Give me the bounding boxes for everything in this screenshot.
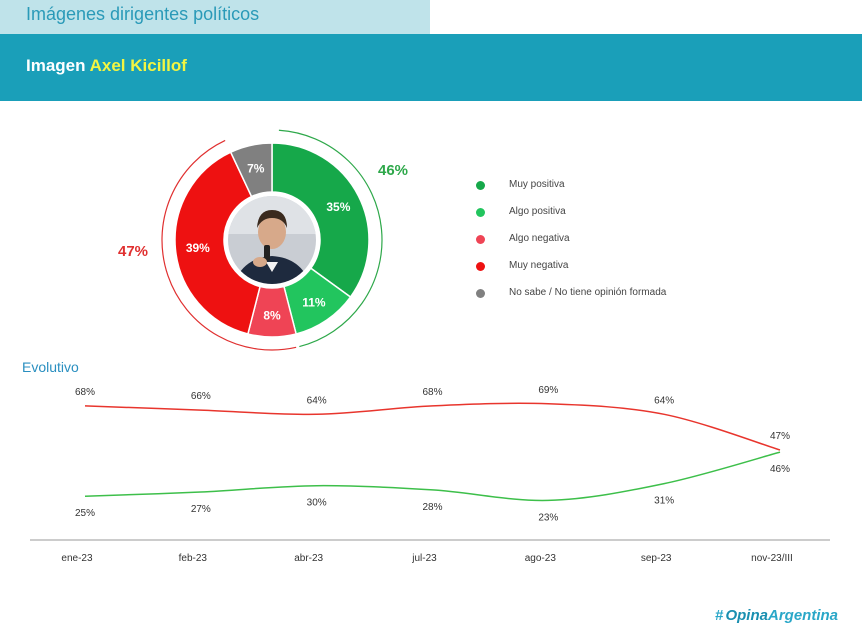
donut-slice — [174, 151, 261, 335]
data-label: 23% — [538, 512, 558, 523]
legend-label: Muy positiva — [509, 179, 565, 190]
section-title: Imágenes dirigentes políticos — [26, 4, 260, 24]
banner-name: Axel Kicillof — [89, 56, 187, 75]
hash-icon: # — [715, 607, 724, 624]
donut-slice-label: 35% — [326, 200, 350, 214]
section-title-bar: Imágenes dirigentes políticos — [0, 0, 430, 34]
x-tick-label: sep-23 — [641, 553, 672, 564]
data-label: 46% — [770, 464, 790, 475]
legend-item: Muy negativa — [476, 259, 736, 275]
data-label: 47% — [770, 431, 790, 442]
donut-slice-label: 7% — [247, 161, 265, 175]
banner-prefix: Imagen — [26, 56, 86, 75]
x-tick-label: ago-23 — [525, 553, 557, 564]
legend-dot — [476, 235, 485, 244]
brand-part2: Argentina — [767, 607, 838, 624]
data-label: 69% — [538, 385, 558, 396]
x-tick-label: jul-23 — [411, 553, 437, 564]
brand-logo: # OpinaArgentina — [715, 607, 838, 624]
legend-dot — [476, 181, 485, 190]
donut-slice — [271, 142, 370, 299]
brand-part1: Opina — [725, 607, 768, 624]
positive-outer-arc — [278, 129, 383, 348]
data-label: 66% — [191, 391, 211, 402]
portrait-photo-icon — [228, 196, 316, 284]
legend-item: Algo positiva — [476, 205, 736, 221]
legend-label: Algo positiva — [509, 206, 566, 217]
x-tick-label: abr-23 — [294, 553, 323, 564]
legend-item: Algo negativa — [476, 232, 736, 248]
negative-total-label: 47% — [118, 243, 148, 260]
legend-label: Muy negativa — [509, 260, 569, 271]
series-line — [84, 402, 781, 451]
donut-slice-label: 8% — [263, 309, 281, 323]
x-tick-label: feb-23 — [179, 553, 208, 564]
legend-label: Algo negativa — [509, 233, 570, 244]
x-tick-label: nov-23/III — [751, 553, 793, 564]
data-label: 68% — [75, 387, 95, 398]
data-label: 28% — [422, 502, 442, 513]
negative-outer-arc — [161, 139, 297, 351]
data-label: 64% — [307, 395, 327, 406]
x-tick-label: ene-23 — [61, 553, 93, 564]
data-label: 68% — [422, 387, 442, 398]
donut-segments: 35% 11% 8% 39% 7% — [174, 142, 370, 338]
data-label: 64% — [654, 395, 674, 406]
banner: Imagen Axel Kicillof — [0, 34, 862, 101]
data-label: 31% — [654, 496, 674, 507]
legend-label: No sabe / No tiene opinión formada — [509, 287, 667, 298]
data-label: 30% — [307, 498, 327, 509]
legend-item: No sabe / No tiene opinión formada — [476, 286, 736, 302]
donut-slice-label: 11% — [302, 296, 326, 310]
data-label: 25% — [75, 508, 95, 519]
positive-total-label: 46% — [378, 162, 408, 179]
series-line — [84, 451, 781, 502]
legend-dot — [476, 208, 485, 217]
evolution-line-chart: 68% 66% 64% 68% 69% 64% 47% 25% 27% 30% 28% 23% 31% 4… — [61, 385, 792, 564]
legend-dot — [476, 289, 485, 298]
donut-slice — [229, 142, 273, 198]
evolutivo-title: Evolutivo — [22, 359, 79, 375]
data-label: 27% — [191, 504, 211, 515]
legend-dot — [476, 262, 485, 271]
donut-slice-label: 39% — [186, 241, 210, 255]
banner-title: Imagen Axel Kicillof — [26, 56, 187, 76]
legend-item: Muy positiva — [476, 178, 736, 194]
